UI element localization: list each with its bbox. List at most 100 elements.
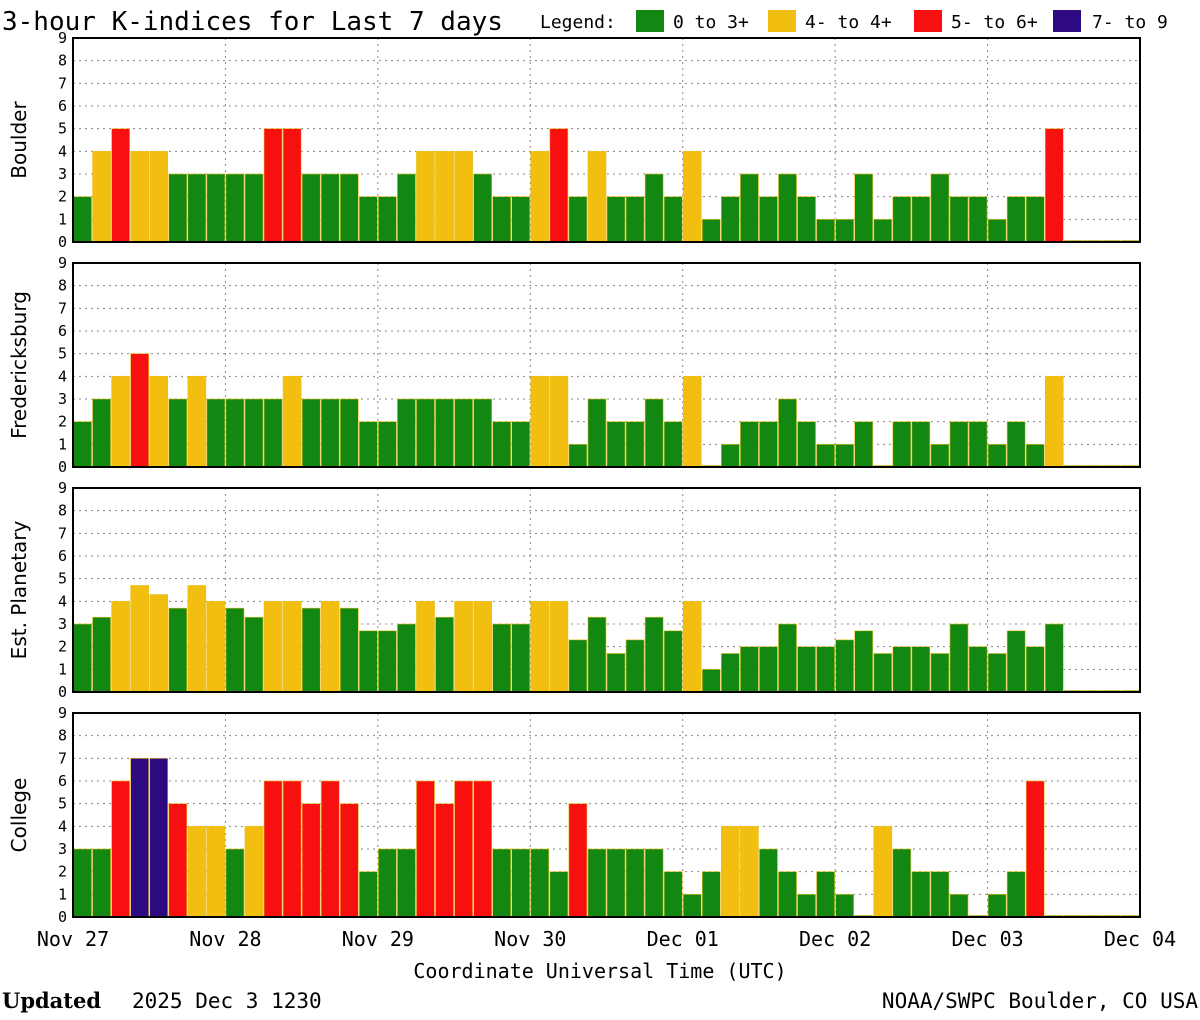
bar bbox=[549, 376, 569, 468]
y-tick-label: 8 bbox=[58, 727, 67, 745]
bar bbox=[206, 398, 226, 468]
bar bbox=[339, 398, 359, 468]
y-tick-label: 1 bbox=[58, 660, 67, 678]
bar bbox=[225, 398, 245, 468]
bar bbox=[701, 871, 721, 918]
bar bbox=[1044, 128, 1064, 243]
bar bbox=[454, 601, 473, 693]
bar bbox=[797, 894, 816, 918]
bar bbox=[73, 196, 92, 243]
bar bbox=[225, 848, 245, 918]
bar bbox=[225, 607, 245, 693]
bar bbox=[854, 630, 874, 693]
y-tick-label: 4 bbox=[58, 817, 67, 835]
bar bbox=[721, 653, 740, 693]
bar bbox=[663, 871, 683, 918]
y-tick-label: 6 bbox=[58, 547, 67, 565]
y-tick-label: 5 bbox=[58, 345, 67, 363]
x-tick-label: Dec 02 bbox=[799, 927, 871, 951]
bar bbox=[378, 421, 397, 468]
bar bbox=[911, 871, 931, 918]
x-tick-label: Nov 27 bbox=[37, 927, 109, 951]
bar bbox=[759, 848, 778, 918]
y-tick-label: 7 bbox=[58, 524, 67, 542]
bar bbox=[987, 894, 1007, 918]
bar bbox=[149, 151, 169, 243]
bar bbox=[111, 780, 130, 918]
y-tick-label: 3 bbox=[58, 840, 67, 858]
panel-label: Fredericksburg bbox=[7, 291, 31, 439]
bar bbox=[778, 398, 797, 468]
panel-label: College bbox=[7, 778, 31, 853]
bar bbox=[873, 826, 893, 918]
bar bbox=[1025, 196, 1045, 243]
bar bbox=[740, 646, 759, 693]
bar bbox=[454, 398, 473, 468]
y-tick-label: 5 bbox=[58, 570, 67, 588]
bar bbox=[378, 848, 397, 918]
bar bbox=[301, 607, 321, 693]
bar bbox=[378, 196, 397, 243]
bar bbox=[892, 196, 912, 243]
bar bbox=[930, 444, 950, 468]
bar bbox=[606, 653, 626, 693]
bar bbox=[511, 848, 531, 918]
bar bbox=[454, 780, 473, 918]
bar bbox=[568, 803, 588, 918]
bar bbox=[92, 151, 111, 243]
y-tick-label: 9 bbox=[58, 479, 67, 497]
bar bbox=[892, 421, 912, 468]
bar bbox=[130, 151, 150, 243]
y-tick-label: 4 bbox=[58, 592, 67, 610]
bar bbox=[682, 894, 702, 918]
bar bbox=[130, 353, 150, 468]
bar bbox=[797, 421, 816, 468]
bar bbox=[511, 421, 531, 468]
bar bbox=[854, 173, 874, 243]
y-tick-label: 7 bbox=[58, 74, 67, 92]
x-tick-label: Dec 01 bbox=[647, 927, 719, 951]
bar bbox=[1006, 871, 1026, 918]
bar bbox=[721, 826, 740, 918]
bar bbox=[320, 173, 340, 243]
y-tick-label: 1 bbox=[58, 885, 67, 903]
bar bbox=[187, 173, 207, 243]
bar bbox=[530, 848, 550, 918]
y-tick-label: 0 bbox=[58, 908, 67, 926]
y-tick-label: 9 bbox=[58, 704, 67, 722]
bar bbox=[492, 421, 512, 468]
y-tick-label: 6 bbox=[58, 97, 67, 115]
bar bbox=[435, 616, 454, 693]
bar bbox=[835, 219, 854, 243]
bar bbox=[92, 398, 111, 468]
panel-3: 0 1 2 3 4 5 6 7 8 9 Est. Planetary bbox=[7, 479, 1141, 701]
legend-item-1: 0 to 3+ bbox=[673, 12, 749, 33]
bar bbox=[549, 601, 569, 693]
bar bbox=[778, 173, 797, 243]
y-tick-label: 7 bbox=[58, 299, 67, 317]
bar bbox=[111, 601, 130, 693]
bar bbox=[644, 398, 664, 468]
bar bbox=[530, 601, 550, 693]
y-tick-label: 3 bbox=[58, 165, 67, 183]
bar bbox=[511, 196, 531, 243]
bar bbox=[968, 421, 988, 468]
bar bbox=[606, 196, 626, 243]
y-tick-label: 5 bbox=[58, 795, 67, 813]
bar bbox=[149, 758, 169, 918]
bar bbox=[816, 444, 835, 468]
bar bbox=[682, 376, 702, 468]
bar bbox=[301, 803, 321, 918]
bar bbox=[949, 421, 969, 468]
bar bbox=[359, 421, 378, 468]
bar bbox=[625, 196, 645, 243]
y-tick-label: 1 bbox=[58, 210, 67, 228]
bar bbox=[511, 623, 531, 693]
y-tick-label: 5 bbox=[58, 120, 67, 138]
bar bbox=[130, 585, 150, 693]
bar bbox=[911, 421, 931, 468]
y-tick-label: 3 bbox=[58, 615, 67, 633]
x-tick-labels: Nov 27 Nov 28 Nov 29 Nov 30 Dec 01 Dec 02 Dec … bbox=[37, 927, 1176, 951]
y-tick-label: 1 bbox=[58, 435, 67, 453]
bar bbox=[73, 848, 92, 918]
